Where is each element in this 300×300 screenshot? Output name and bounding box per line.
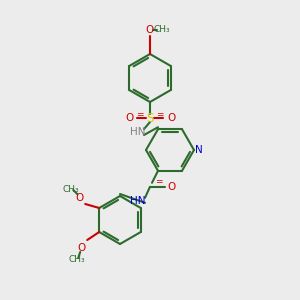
Text: O: O [125, 113, 133, 123]
Text: O: O [167, 113, 175, 123]
Text: CH₃: CH₃ [63, 185, 80, 194]
Text: O: O [77, 243, 85, 253]
Text: =: = [136, 110, 144, 119]
Text: O: O [75, 193, 83, 203]
Text: HN: HN [130, 127, 146, 137]
Text: =: = [156, 110, 164, 119]
Text: HN: HN [130, 196, 146, 206]
Text: CH₃: CH₃ [69, 254, 85, 263]
Text: O: O [145, 25, 153, 35]
Text: =: = [155, 177, 163, 186]
Text: S: S [146, 112, 154, 124]
Text: O: O [168, 182, 176, 192]
Text: CH₃: CH₃ [154, 26, 170, 34]
Text: N: N [195, 145, 203, 155]
